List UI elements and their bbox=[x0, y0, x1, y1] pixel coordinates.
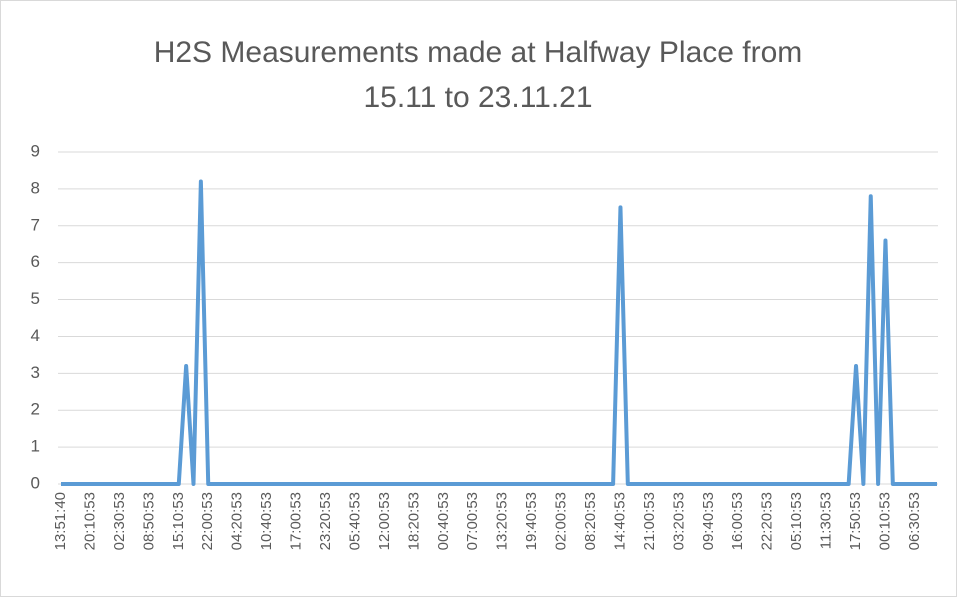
x-tick-label: 10:40:53 bbox=[258, 492, 275, 550]
x-tick-label: 15:10:53 bbox=[170, 492, 187, 550]
x-tick-label: 17:50:53 bbox=[847, 492, 864, 550]
y-tick-label: 0 bbox=[31, 473, 40, 492]
x-tick-label: 07:00:53 bbox=[464, 492, 481, 550]
x-tick-label: 11:30:53 bbox=[818, 492, 835, 549]
x-tick-label: 06:30:53 bbox=[906, 492, 923, 550]
x-tick-label: 04:20:53 bbox=[229, 492, 246, 550]
x-tick-label: 09:40:53 bbox=[700, 492, 717, 550]
x-tick-label: 22:00:53 bbox=[199, 492, 216, 550]
x-tick-label: 12:00:53 bbox=[376, 492, 393, 550]
x-tick-label: 16:00:53 bbox=[729, 492, 746, 550]
x-tick-label: 20:10:53 bbox=[81, 492, 98, 550]
y-tick-label: 4 bbox=[31, 326, 40, 345]
y-tick-label: 1 bbox=[31, 437, 40, 456]
chart-title: 15.11 to 23.11.21 bbox=[363, 81, 592, 114]
y-tick-label: 3 bbox=[31, 363, 40, 382]
x-tick-label: 13:20:53 bbox=[494, 492, 511, 550]
x-tick-label: 23:20:53 bbox=[317, 492, 334, 550]
x-tick-label: 18:20:53 bbox=[405, 492, 422, 550]
y-tick-label: 5 bbox=[31, 289, 40, 308]
y-tick-label: 8 bbox=[31, 178, 40, 197]
x-tick-label: 14:40:53 bbox=[611, 492, 628, 550]
x-tick-label: 22:20:53 bbox=[759, 492, 776, 550]
x-tick-label: 21:00:53 bbox=[641, 492, 658, 550]
chart-title: H2S Measurements made at Halfway Place f… bbox=[154, 36, 803, 69]
y-tick-label: 6 bbox=[31, 252, 40, 271]
x-tick-label: 00:40:53 bbox=[435, 492, 452, 550]
y-tick-label: 9 bbox=[31, 141, 40, 160]
x-tick-label: 08:20:53 bbox=[582, 492, 599, 550]
y-tick-label: 2 bbox=[31, 400, 40, 419]
x-tick-label: 00:10:53 bbox=[876, 492, 893, 550]
x-tick-label: 03:20:53 bbox=[670, 492, 687, 550]
x-tick-label: 02:30:53 bbox=[111, 492, 128, 550]
x-tick-label: 17:00:53 bbox=[288, 492, 305, 550]
data-line bbox=[61, 179, 937, 486]
x-tick-label: 19:40:53 bbox=[523, 492, 540, 550]
x-tick-label: 05:10:53 bbox=[788, 492, 805, 550]
x-tick-label: 13:51:40 bbox=[52, 492, 69, 550]
y-tick-label: 7 bbox=[31, 215, 40, 234]
x-tick-label: 08:50:53 bbox=[140, 492, 157, 550]
x-tick-label: 05:40:53 bbox=[346, 492, 363, 550]
x-tick-label: 02:00:53 bbox=[553, 492, 570, 550]
